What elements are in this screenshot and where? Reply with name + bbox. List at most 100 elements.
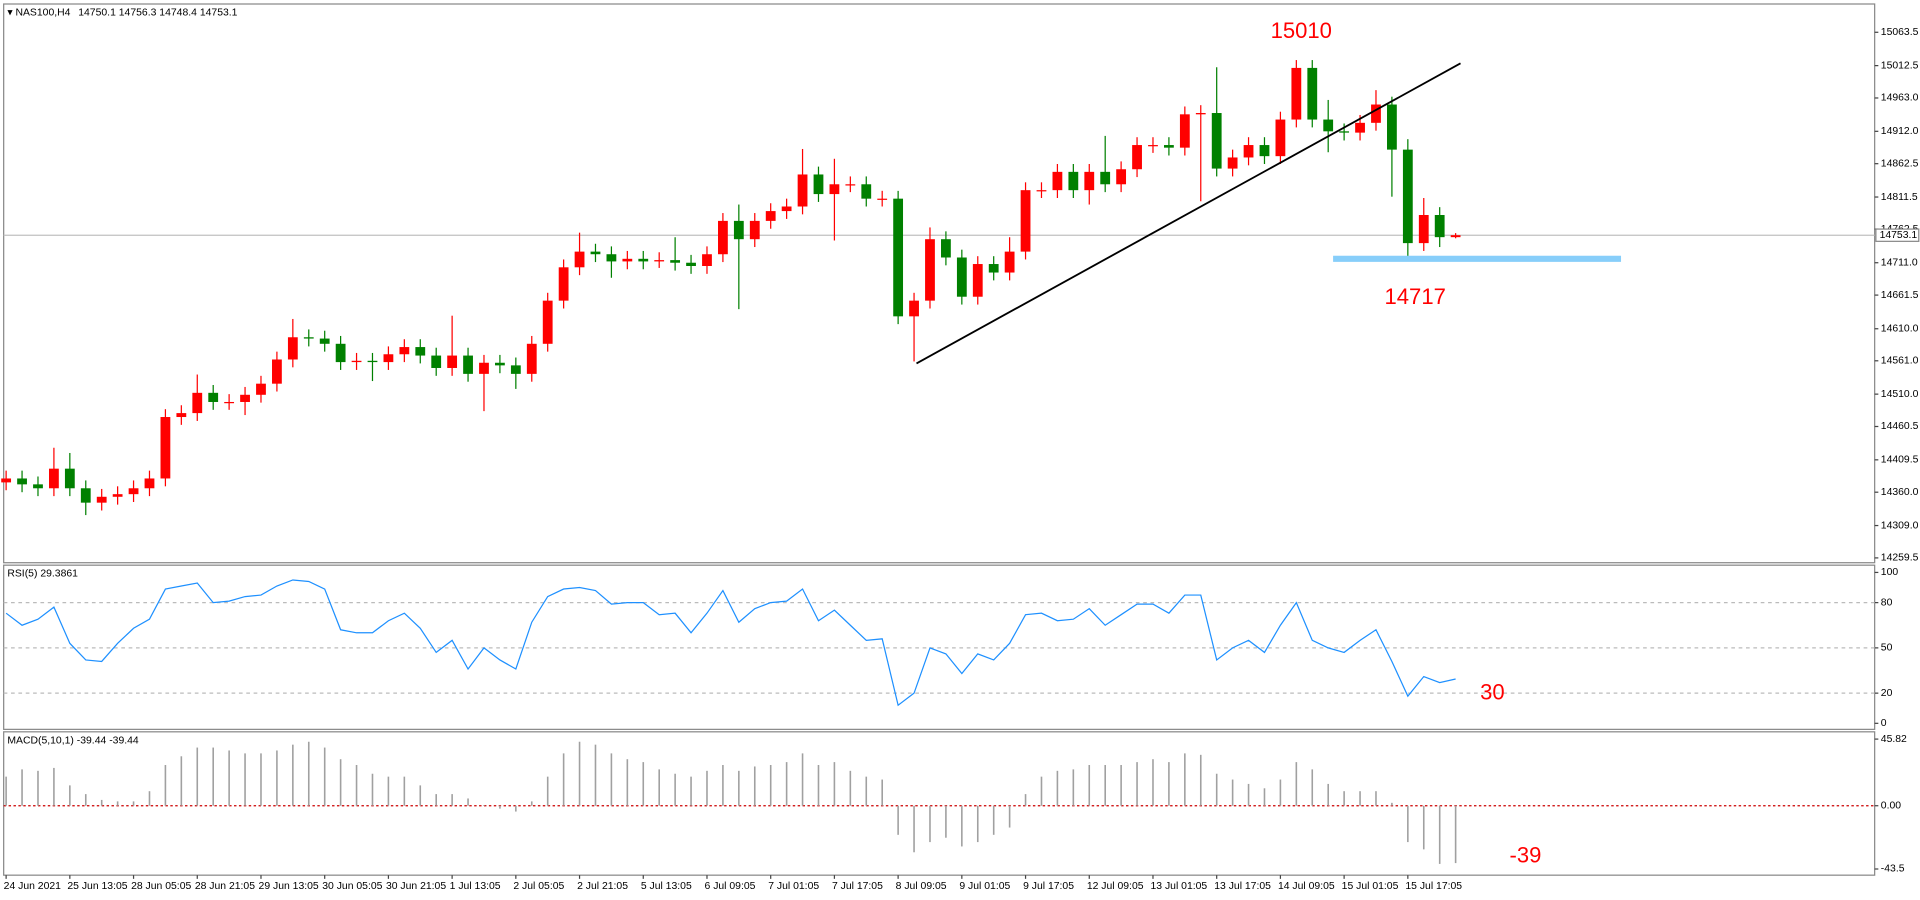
y-tick-label: 14912.0 (1881, 126, 1919, 137)
candle-body (1339, 131, 1350, 133)
y-tick-label: 14610.0 (1881, 324, 1919, 335)
y-tick-label: 14460.5 (1881, 421, 1919, 432)
y-tick-label: 14963.0 (1881, 93, 1919, 104)
y-tick-label: 15012.5 (1881, 60, 1919, 71)
y-tick-label: 0 (1881, 718, 1887, 729)
candle-body (1434, 215, 1445, 238)
candle-body (718, 220, 728, 255)
candle-body (240, 394, 250, 402)
candle-body (1, 478, 12, 483)
candle-body (415, 347, 426, 356)
candle-body (208, 392, 219, 402)
candle-body (319, 338, 330, 344)
x-tick-label: 7 Jul 17:05 (832, 881, 883, 892)
y-tick-label: 100 (1881, 567, 1899, 578)
candle-body (287, 337, 298, 360)
x-tick-label: 25 Jun 13:05 (67, 881, 127, 892)
last-close: 14753.1 (200, 7, 238, 18)
annotation: 30 (1480, 680, 1505, 705)
annotation: 14717 (1385, 284, 1446, 309)
y-tick-label: 20 (1881, 688, 1893, 699)
x-tick-label: 12 Jul 09:05 (1087, 881, 1144, 892)
y-tick-label: 14409.5 (1881, 455, 1919, 466)
candle-body (638, 258, 649, 262)
x-tick-label: 30 Jun 21:05 (386, 881, 446, 892)
candle-body (1387, 104, 1397, 150)
candle-body (367, 360, 378, 363)
current-price-box (1875, 228, 1920, 242)
x-tick-label: 14 Jul 09:05 (1278, 881, 1335, 892)
y-tick-label: 14561.0 (1881, 356, 1919, 367)
y-tick-label: 80 (1881, 597, 1893, 608)
header: ▾ NAS100,H4 14750.1 14756.3 14748.4 1475… (7, 7, 237, 18)
menu-arrow: ▾ (7, 7, 15, 18)
candle-body (956, 257, 967, 297)
candle-body (1020, 190, 1031, 252)
candle-body (144, 478, 155, 489)
candle-body (542, 300, 553, 344)
candle-body (733, 220, 744, 240)
candle-body (526, 343, 537, 374)
candle-body (176, 413, 187, 418)
candle-body (861, 184, 872, 199)
candle-body (1164, 145, 1174, 148)
rsi-last: 29.3861 (40, 569, 78, 580)
symbol: NAS100,H4 (15, 7, 70, 18)
candle-body (877, 198, 888, 200)
main-panel (3, 3, 1876, 564)
candle-body (1450, 235, 1461, 238)
candle-body (622, 258, 633, 262)
x-tick-label: 28 Jun 21:05 (195, 881, 255, 892)
candle-body (813, 174, 824, 195)
candle-body (702, 254, 712, 266)
candle-body (941, 239, 951, 258)
candle-body (1179, 114, 1190, 148)
candle-body (112, 494, 123, 497)
x-tick-label: 9 Jul 17:05 (1023, 881, 1074, 892)
candle-body (1036, 190, 1047, 192)
candle-body (1148, 145, 1158, 147)
candle-body (1052, 171, 1063, 191)
candle-body (495, 362, 505, 366)
candle-body (797, 174, 808, 207)
candle-body (224, 401, 235, 404)
x-tick-label: 8 Jul 09:05 (896, 881, 947, 892)
x-tick-label: 1 Jul 13:05 (450, 881, 501, 892)
candle-body (1371, 104, 1381, 123)
x-tick-label: 30 Jun 05:05 (322, 881, 382, 892)
last-low: 14748.4 (159, 7, 197, 18)
x-tick-label: 29 Jun 13:05 (259, 881, 319, 892)
candle-body (510, 365, 521, 374)
candle-body (781, 206, 792, 212)
candle-body (972, 264, 983, 297)
candle-body (383, 354, 394, 363)
candle-body (845, 184, 856, 186)
annotation: 15010 (1271, 18, 1332, 43)
macd-signal: -39.44 (109, 735, 139, 746)
candle-body (606, 254, 617, 262)
candle-body (80, 488, 91, 503)
candle-body (686, 262, 696, 266)
candle-body (128, 488, 139, 495)
candle-body (1418, 215, 1429, 244)
candle-body (1291, 67, 1302, 120)
candle-body (1323, 119, 1334, 132)
current-price-label: 14753.1 (1880, 230, 1918, 241)
x-tick-label: 28 Jun 05:05 (131, 881, 191, 892)
x-tick-label: 2 Jul 21:05 (577, 881, 628, 892)
x-tick-label: 13 Jul 01:05 (1151, 881, 1208, 892)
candle-body (1402, 149, 1413, 244)
candle-body (1259, 145, 1270, 157)
y-tick-label: 14510.0 (1881, 389, 1919, 400)
candle-body (192, 392, 203, 414)
x-tick-label: 7 Jul 01:05 (768, 881, 819, 892)
candle-body (1116, 169, 1127, 185)
candle-body (399, 347, 410, 355)
y-tick-label: 45.82 (1881, 734, 1907, 745)
candle-body (765, 211, 776, 221)
macd-name: MACD(5,10,1) (7, 735, 74, 746)
candle-body (670, 260, 681, 263)
y-tick-label: 14309.0 (1881, 520, 1919, 531)
